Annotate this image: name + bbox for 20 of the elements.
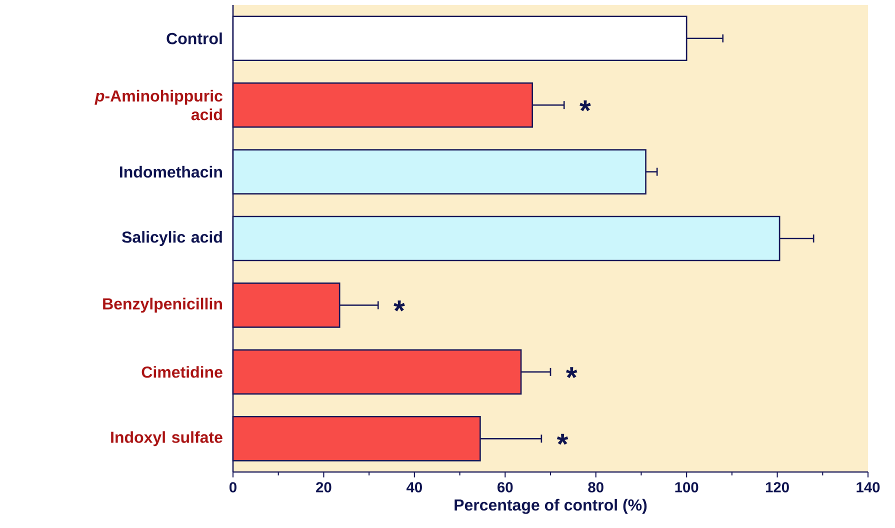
annotation: * xyxy=(580,100,591,112)
x-tick-label: 40 xyxy=(406,482,422,492)
x-tick-label: 140 xyxy=(856,482,880,492)
x-tick-label: 60 xyxy=(498,482,513,492)
annotation: * xyxy=(566,367,578,378)
x-axis-title: Percentage of control (%) xyxy=(454,498,647,514)
x-tick-label: 100 xyxy=(675,482,698,492)
y-tick-label: p-Aminohippuric acid xyxy=(94,90,222,120)
x-tick-label: 120 xyxy=(766,482,789,492)
y-tick-label: Benzylpenicillin xyxy=(103,298,222,313)
y-tick-label: Salicylic acid xyxy=(122,231,222,246)
y-tick-label: Control xyxy=(166,32,222,44)
x-tick-label: 80 xyxy=(588,482,604,492)
x-tick-label: 0 xyxy=(230,482,236,492)
y-tick-label: Indoxyl sulfate xyxy=(111,431,222,446)
x-tick-label: 20 xyxy=(316,482,332,492)
annotation: * xyxy=(556,434,568,445)
y-tick-label: Cimetidine xyxy=(142,366,222,378)
annotation: * xyxy=(394,300,405,312)
y-tick-label: Indomethacin xyxy=(120,166,222,178)
